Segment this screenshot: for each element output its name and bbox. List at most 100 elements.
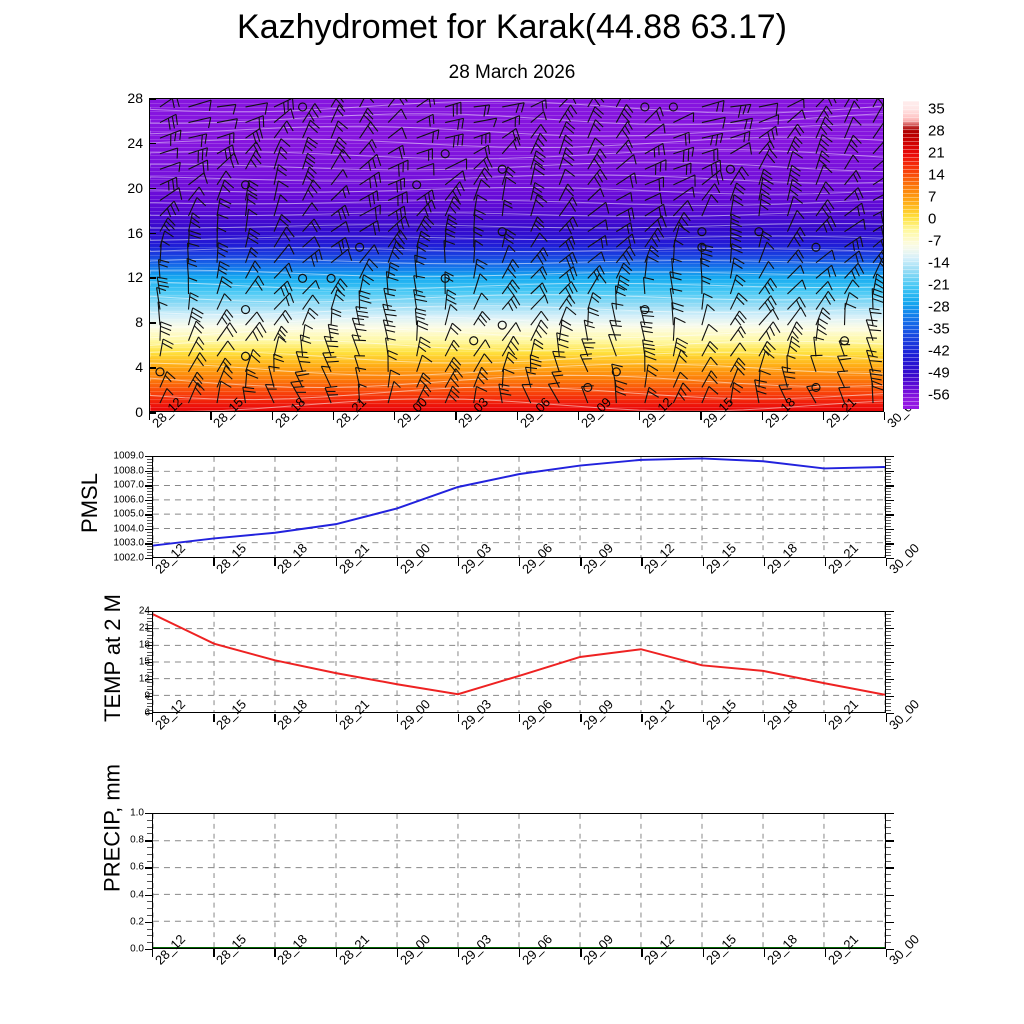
y-minor-tick-right <box>886 482 891 484</box>
colorbar-tick-label: -56 <box>928 386 950 404</box>
y-minor-tick-right <box>886 520 891 522</box>
y-minor-tick-right <box>886 517 891 519</box>
x-tick-mark <box>519 558 521 566</box>
x-tick-mark <box>274 949 276 957</box>
colorbar-tick-label: -49 <box>928 364 950 382</box>
main-y-tick-label: 28 <box>127 90 143 106</box>
x-tick-mark <box>822 412 825 420</box>
x-tick-mark <box>580 558 582 566</box>
y-minor-tick-right <box>886 511 891 513</box>
y-minor-tick-right <box>886 901 891 903</box>
y-tick-mark-right <box>886 528 894 531</box>
y-minor-tick-right <box>886 853 891 855</box>
x-tick-mark <box>641 714 643 722</box>
main-y-tick-label: 4 <box>135 359 143 376</box>
y-minor-tick-right <box>886 631 891 633</box>
main-y-tick-label: 12 <box>127 269 143 286</box>
colorbar-tick-label: -14 <box>928 254 950 272</box>
x-tick-mark <box>700 412 702 420</box>
wind-barb-overlay <box>150 99 883 411</box>
x-tick-mark <box>394 412 396 420</box>
y-minor-tick-right <box>886 675 891 677</box>
y-minor-tick-right <box>886 935 891 937</box>
x-tick-mark <box>824 558 827 566</box>
main-y-axis-labels: 0 4 8 12 16 20 24 28 <box>103 90 143 420</box>
precip-series <box>153 814 885 948</box>
x-tick-mark <box>213 714 215 722</box>
pmsl-axis-title: PMSL <box>77 473 102 533</box>
x-tick-mark <box>457 558 460 566</box>
x-tick-mark <box>702 558 704 566</box>
y-minor-tick-right <box>886 658 891 660</box>
y-minor-tick-right <box>886 490 891 492</box>
y-minor-tick-right <box>886 531 891 533</box>
page-title: Kazhydromet for Karak(44.88 63.17) <box>237 8 787 46</box>
y-minor-tick-right <box>886 699 891 701</box>
y-minor-tick-right <box>886 908 891 910</box>
x-tick-mark <box>152 714 154 722</box>
y-minor-tick-right <box>886 493 891 495</box>
main-y-tick-label: 0 <box>135 404 143 420</box>
pmsl-plot[interactable] <box>152 456 886 558</box>
x-tick-mark <box>886 558 888 566</box>
x-tick-mark <box>271 412 273 420</box>
x-tick-label: 30_00 <box>886 931 923 968</box>
x-tick-mark <box>763 714 766 722</box>
temp-2m-plot[interactable] <box>152 611 886 713</box>
x-tick-label: 30_00 <box>886 540 923 577</box>
x-tick-mark <box>335 558 337 566</box>
y-minor-tick-right <box>886 665 891 667</box>
x-tick-mark <box>641 558 643 566</box>
y-minor-tick-right <box>886 648 891 650</box>
x-tick-mark <box>396 949 399 957</box>
temp-x-axis-labels: 28_12 28_15 28_18 28_21 29_00 29_03 29_06 29_09… <box>0 696 1024 782</box>
precip-plot[interactable] <box>152 813 886 949</box>
y-tick-label: 1005.0 <box>113 508 144 520</box>
y-tick-mark-right <box>886 813 894 815</box>
y-minor-tick-right <box>886 881 891 882</box>
x-tick-mark <box>210 412 212 420</box>
x-tick-mark <box>639 412 641 420</box>
y-tick-mark-right <box>886 628 894 630</box>
y-tick-label: 0.0 <box>130 943 144 955</box>
precip-x-axis-labels: 28_12 28_15 28_18 28_21 29_00 29_03 29_06 29_09… <box>0 931 1024 1017</box>
x-tick-mark <box>149 412 151 420</box>
y-minor-tick-right <box>886 706 891 708</box>
y-tick-mark-right <box>886 696 894 698</box>
vertical-cross-section-plot[interactable] <box>149 98 884 412</box>
y-minor-tick-right <box>886 502 891 504</box>
colorbar-tick-label: -7 <box>928 232 942 250</box>
temperature-colorbar[interactable] <box>903 101 919 409</box>
x-tick-mark <box>152 949 154 957</box>
y-tick-mark-right <box>886 867 894 869</box>
y-minor-tick-right <box>886 525 891 527</box>
x-tick-mark <box>641 949 643 957</box>
colorbar-tick-label: 35 <box>928 100 945 118</box>
y-tick-mark-right <box>886 499 894 502</box>
y-tick-label: 1004.0 <box>113 523 144 535</box>
y-minor-tick-right <box>886 915 891 916</box>
y-minor-tick-right <box>886 826 891 828</box>
colorbar-tick-label: -21 <box>928 276 950 294</box>
y-tick-mark-right <box>886 679 894 681</box>
colorbar-tick-label: 14 <box>928 166 945 184</box>
colorbar-tick-label: -28 <box>928 298 950 316</box>
y-minor-tick-right <box>886 682 891 684</box>
x-tick-mark <box>884 412 886 420</box>
main-y-tick-label: 24 <box>127 134 143 151</box>
colorbar-tick-label: -42 <box>928 342 950 360</box>
y-minor-tick-right <box>886 496 891 498</box>
y-minor-tick-right <box>886 685 891 687</box>
x-tick-mark <box>580 949 582 957</box>
main-y-tick-label: 20 <box>127 179 143 196</box>
y-minor-tick-right <box>886 702 891 704</box>
y-tick-mark-right <box>886 894 894 896</box>
x-tick-label: 30_00 <box>886 696 923 733</box>
y-minor-tick-right <box>886 549 891 551</box>
x-tick-mark <box>274 558 276 566</box>
x-tick-mark <box>763 558 766 566</box>
y-minor-tick-right <box>886 655 891 657</box>
y-minor-tick-right <box>886 887 891 889</box>
y-tick-label: 1007.0 <box>113 479 144 491</box>
y-tick-label: 1003.0 <box>113 537 144 549</box>
